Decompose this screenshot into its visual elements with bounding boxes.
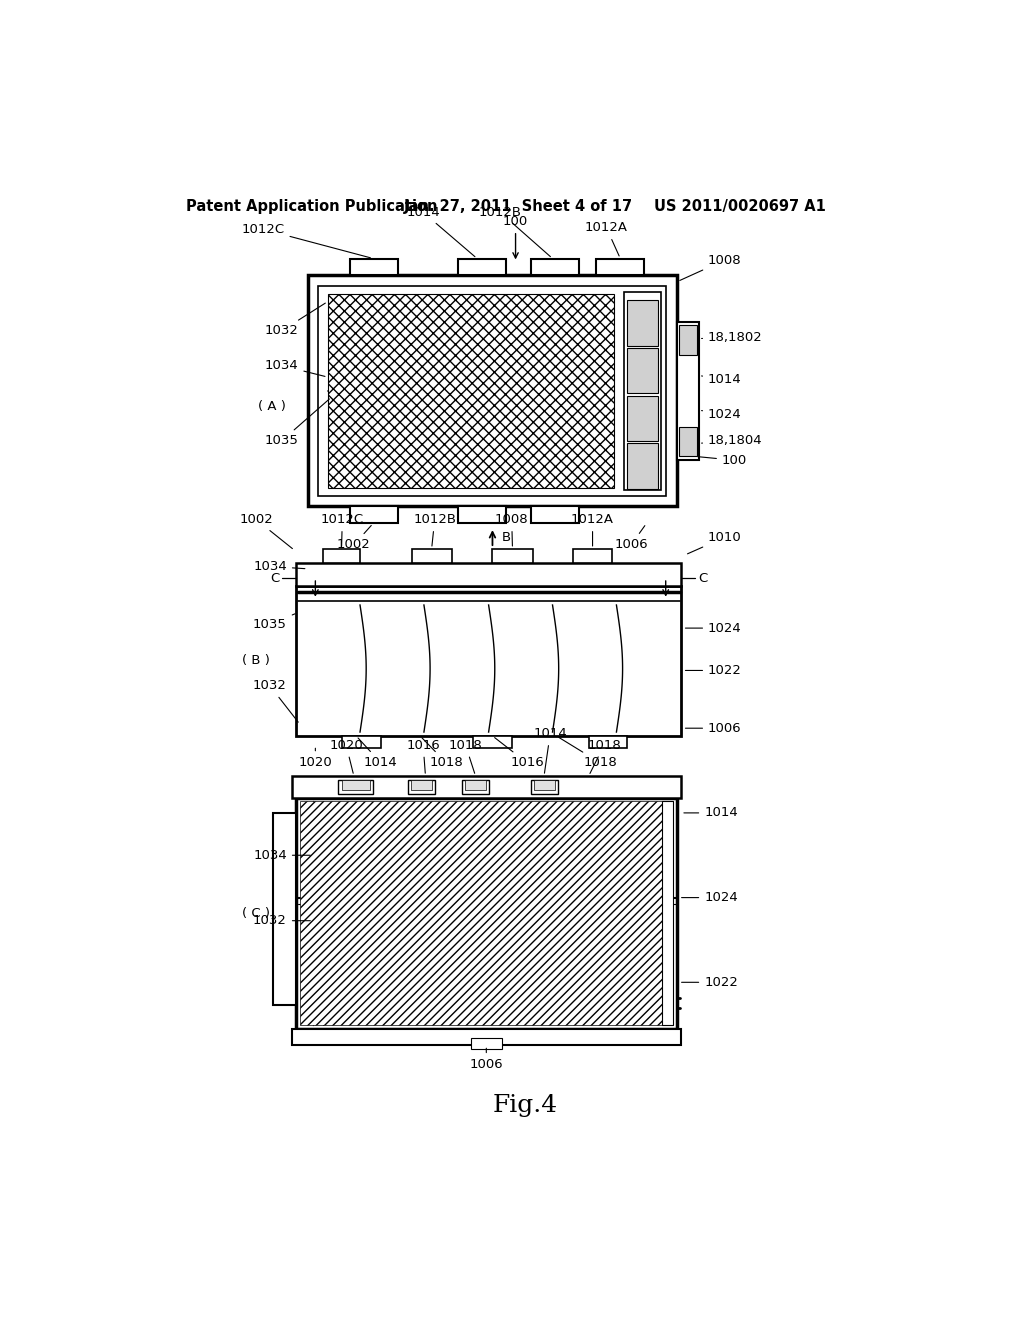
Bar [462, 780, 488, 793]
Bar [628, 348, 658, 393]
Text: 1024: 1024 [685, 622, 741, 635]
Text: 1035: 1035 [264, 399, 330, 447]
Text: 1010: 1010 [687, 531, 741, 554]
Text: 1014: 1014 [358, 738, 397, 770]
Bar [342, 737, 381, 748]
Bar [292, 776, 681, 797]
Text: 1020: 1020 [330, 739, 364, 774]
Text: 1006: 1006 [685, 722, 741, 735]
Text: 1024: 1024 [701, 408, 741, 421]
Text: B: B [502, 531, 511, 544]
Text: 1012B: 1012B [414, 513, 457, 546]
Bar [300, 801, 674, 1024]
Bar [589, 737, 628, 748]
Bar [625, 293, 662, 490]
Text: 1018: 1018 [587, 739, 621, 774]
Text: 1014: 1014 [684, 807, 738, 820]
Bar [342, 780, 370, 789]
Bar [296, 562, 681, 586]
Text: 1012B: 1012B [478, 206, 551, 256]
Text: 1008: 1008 [680, 253, 741, 280]
Bar [273, 813, 296, 1006]
Text: 1018: 1018 [422, 738, 463, 770]
Bar [465, 780, 485, 789]
Text: 1034: 1034 [253, 560, 305, 573]
Bar [679, 428, 697, 457]
Text: 1022: 1022 [682, 975, 738, 989]
Text: 1034: 1034 [253, 849, 310, 862]
Bar [471, 1038, 502, 1049]
Bar [408, 780, 435, 793]
Text: Fig.4: Fig.4 [493, 1094, 557, 1117]
Text: ( B ): ( B ) [243, 653, 270, 667]
Text: 1012C: 1012C [321, 513, 364, 546]
Bar [535, 780, 555, 789]
Bar [493, 549, 532, 562]
Text: ( C ): ( C ) [243, 907, 270, 920]
Bar [531, 259, 579, 276]
Bar [292, 1028, 681, 1045]
Bar [296, 797, 677, 1028]
Text: 1034: 1034 [264, 359, 325, 376]
Text: 100: 100 [697, 454, 748, 467]
Bar [677, 322, 698, 461]
Bar [473, 737, 512, 748]
Text: 100: 100 [503, 215, 528, 257]
Text: 1032: 1032 [253, 680, 298, 722]
Text: 1032: 1032 [264, 304, 326, 338]
Bar [573, 549, 611, 562]
Text: C: C [698, 572, 708, 585]
Bar [458, 507, 506, 524]
Text: 1024: 1024 [682, 891, 738, 904]
Text: 1012A: 1012A [585, 222, 628, 256]
Text: 1014: 1014 [407, 206, 475, 256]
Text: 1016: 1016 [407, 739, 440, 774]
Text: 1016: 1016 [495, 738, 544, 770]
Bar [596, 259, 644, 276]
Text: 1012C: 1012C [242, 223, 371, 257]
Bar [328, 294, 614, 488]
Text: 18,1804: 18,1804 [701, 434, 763, 447]
Bar [323, 549, 360, 562]
Bar [318, 286, 667, 495]
Text: 1020: 1020 [298, 748, 332, 770]
Text: 1014: 1014 [534, 727, 567, 774]
Bar [350, 507, 397, 524]
Bar [296, 586, 681, 737]
Bar [307, 276, 677, 507]
Text: ( A ): ( A ) [258, 400, 286, 413]
Bar [412, 549, 452, 562]
Text: 1032: 1032 [253, 915, 310, 927]
Text: 1022: 1022 [685, 664, 742, 677]
Bar [662, 801, 674, 1024]
Bar [411, 780, 432, 789]
Bar [628, 444, 658, 488]
Text: 18,1802: 18,1802 [701, 330, 763, 343]
Text: 1012A: 1012A [571, 513, 614, 546]
Text: Patent Application Publication: Patent Application Publication [186, 198, 437, 214]
Text: US 2011/0020697 A1: US 2011/0020697 A1 [654, 198, 826, 214]
Bar [679, 326, 697, 355]
Text: 1035: 1035 [253, 614, 295, 631]
Text: C: C [270, 572, 280, 585]
Text: Jan. 27, 2011  Sheet 4 of 17: Jan. 27, 2011 Sheet 4 of 17 [403, 198, 633, 214]
Text: 1014: 1014 [701, 372, 741, 385]
Bar [531, 780, 558, 793]
Bar [458, 259, 506, 276]
Bar [531, 507, 579, 524]
Bar [628, 300, 658, 346]
Text: 1018: 1018 [449, 739, 482, 774]
Bar [350, 259, 397, 276]
Bar [339, 780, 373, 793]
Text: 1002: 1002 [240, 513, 293, 549]
Text: 1002: 1002 [337, 525, 372, 552]
Text: 1018: 1018 [559, 738, 617, 770]
Bar [628, 396, 658, 441]
Text: 1006: 1006 [614, 525, 648, 552]
Text: 1006: 1006 [469, 1048, 503, 1072]
Text: 1008: 1008 [495, 513, 528, 546]
